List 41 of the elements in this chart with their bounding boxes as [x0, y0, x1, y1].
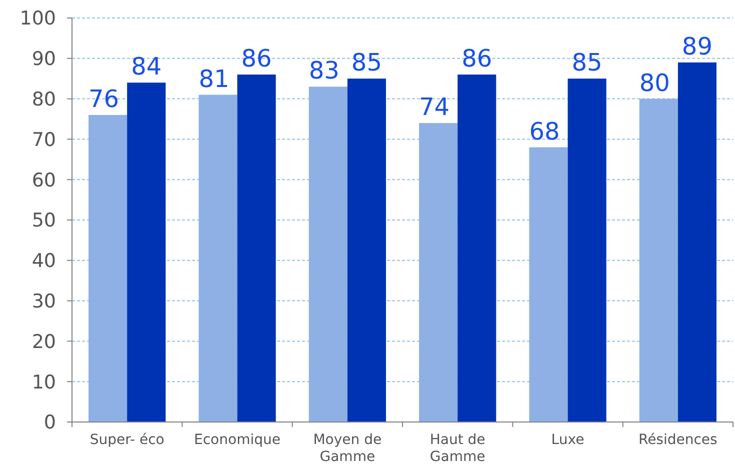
y-tick-label: 80: [32, 88, 56, 110]
data-label: 86: [462, 44, 492, 73]
y-tick-label: 20: [32, 330, 56, 353]
data-label: 74: [419, 93, 450, 122]
bar: [639, 98, 678, 422]
y-tick-label: 50: [32, 210, 56, 232]
data-label: 81: [198, 64, 230, 93]
bar: [198, 94, 238, 422]
data-label: 83: [308, 56, 340, 85]
bar: [568, 78, 606, 422]
x-tick-label: Haut de Gamme: [430, 432, 486, 465]
y-tick-label: 70: [32, 128, 56, 151]
bar: [347, 78, 386, 422]
y-tick-label: 90: [32, 48, 56, 70]
y-tick-label: 100: [20, 8, 56, 30]
data-label: 80: [639, 68, 670, 97]
y-tick-label: 0: [44, 412, 56, 434]
y-tick-label: 40: [32, 250, 56, 272]
bar: [529, 147, 568, 422]
x-tick-label: Super- éco: [90, 432, 164, 448]
data-label: 89: [682, 32, 712, 60]
bar: [237, 74, 276, 422]
bar: [458, 74, 496, 422]
data-label: 85: [572, 48, 602, 77]
bar: [88, 114, 128, 422]
y-tick-label: 10: [32, 371, 56, 394]
data-label: 86: [241, 44, 272, 73]
x-tick-label: Résidences: [638, 432, 718, 448]
data-label: 84: [131, 52, 162, 81]
bar: [127, 82, 166, 422]
bar: [678, 62, 716, 422]
x-tick-label: Luxe: [551, 432, 584, 448]
x-tick-label: Moyen de Gamme: [313, 432, 382, 465]
data-label: 85: [351, 48, 382, 77]
data-label: 76: [88, 84, 120, 113]
bar: [419, 123, 458, 422]
data-label: 68: [529, 117, 560, 146]
bar: [308, 86, 348, 422]
x-tick-label: Economique: [194, 432, 280, 448]
y-tick-label: 30: [32, 290, 56, 312]
y-tick-label: 60: [32, 169, 56, 192]
